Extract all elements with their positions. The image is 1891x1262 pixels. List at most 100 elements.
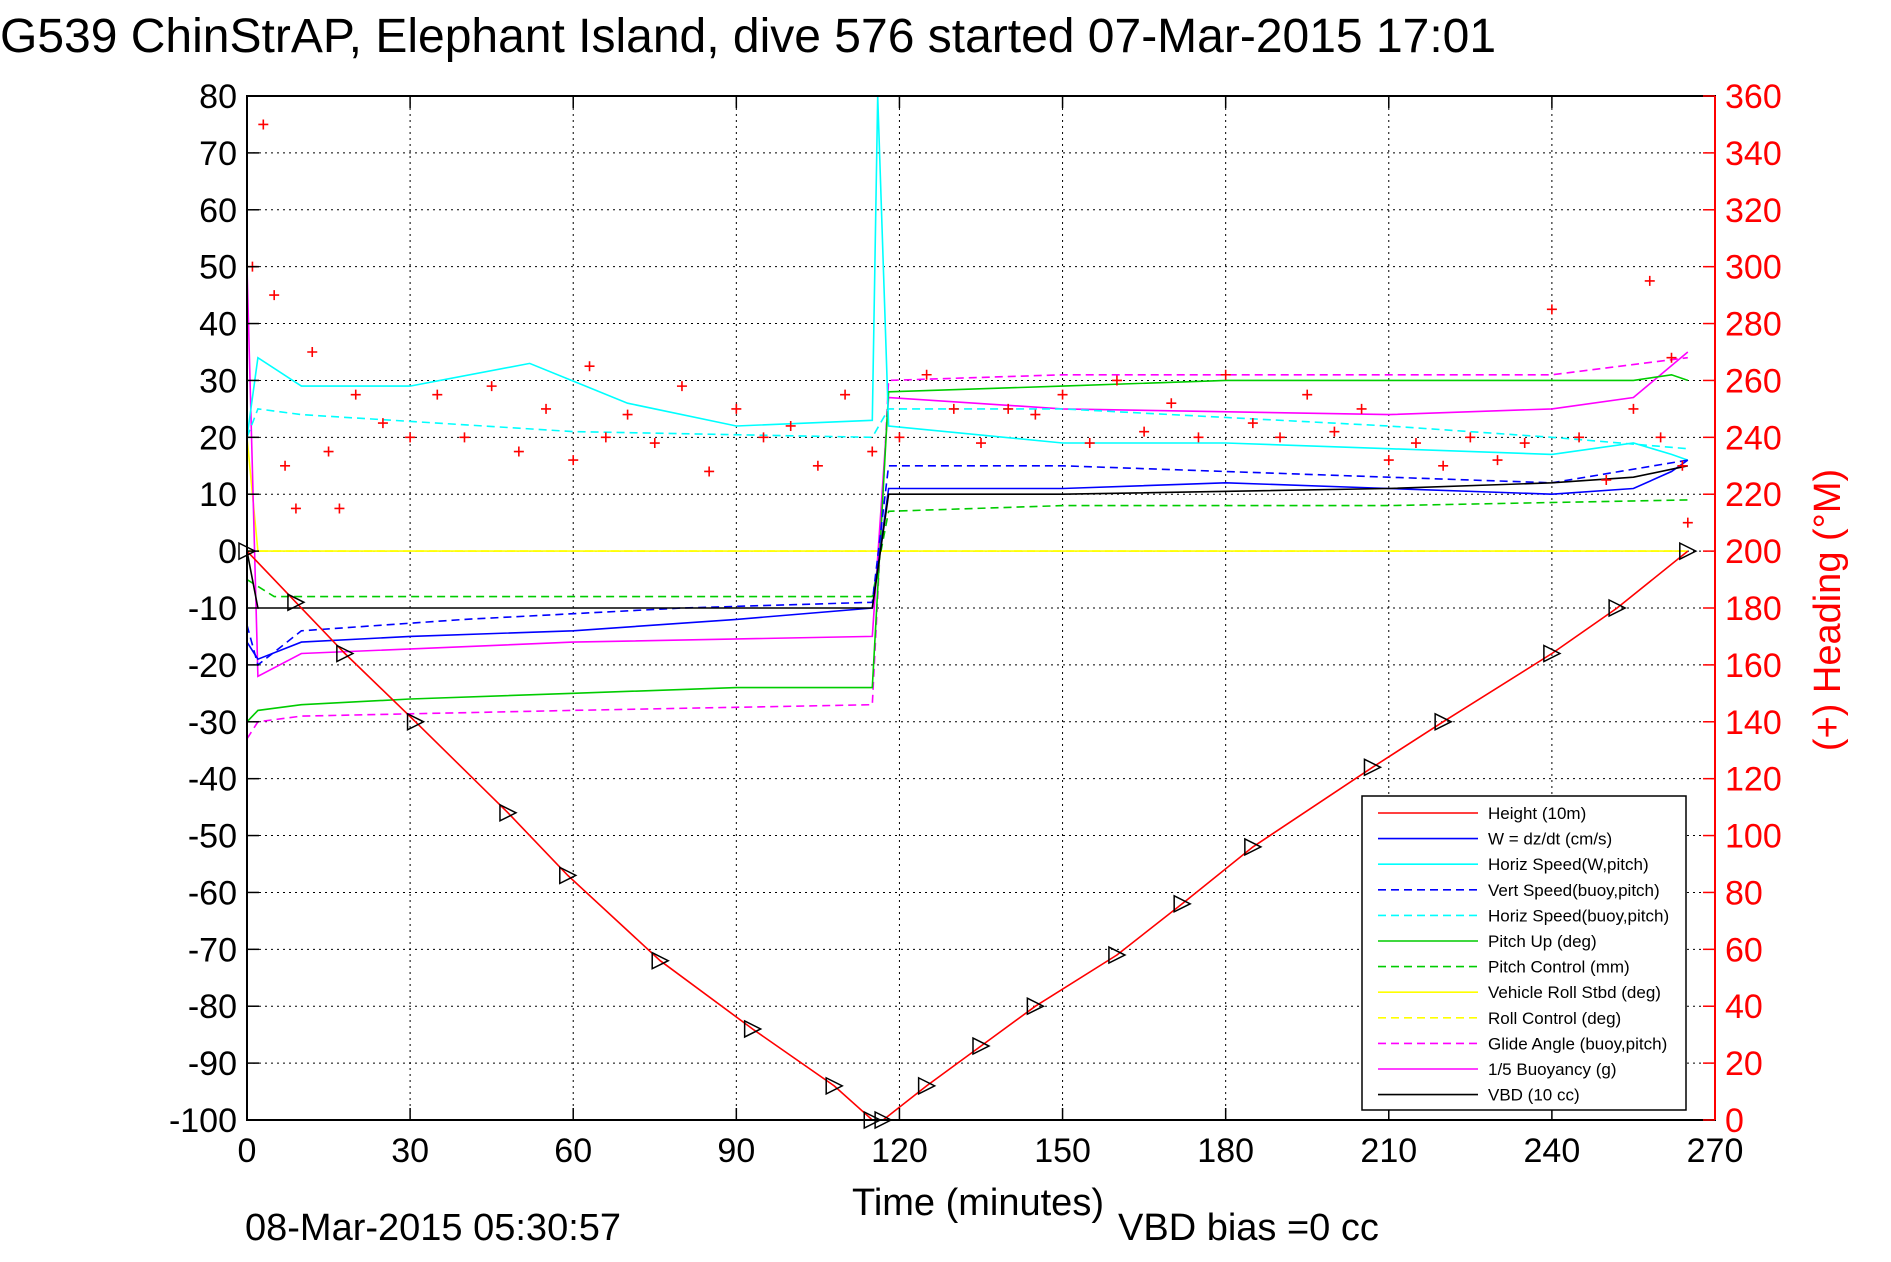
y-tick-label: -20 xyxy=(188,647,237,685)
heading-marker xyxy=(486,381,497,392)
heading-marker xyxy=(921,369,932,380)
x-tick-label: 0 xyxy=(238,1132,257,1170)
y-tick-label: 60 xyxy=(199,192,237,230)
y-right-tick-label: 160 xyxy=(1725,647,1782,685)
heading-marker xyxy=(1644,275,1655,286)
x-axis-ticks: 0 30 60 90 120 150 180 210 240 270 xyxy=(238,96,1743,1170)
triangle-marker xyxy=(743,1019,763,1039)
y-right-tick-label: 200 xyxy=(1725,533,1782,571)
y-tick-label: 70 xyxy=(199,135,237,173)
y-tick-label: 0 xyxy=(218,533,237,571)
y-right-tick-label: 240 xyxy=(1725,419,1782,457)
y-tick-label: -90 xyxy=(188,1045,237,1083)
series-line-1 xyxy=(246,459,1689,661)
series-layer xyxy=(246,95,1689,1121)
legend-label-5: Pitch Up (deg) xyxy=(1488,932,1597,951)
heading-marker xyxy=(1438,460,1449,471)
heading-marker xyxy=(1356,403,1367,414)
series-line-6 xyxy=(246,499,1688,598)
x-tick-label: 210 xyxy=(1360,1132,1417,1170)
heading-marker xyxy=(350,389,361,400)
footer-timestamp: 08-Mar-2015 05:30:57 xyxy=(245,1207,621,1249)
heading-marker xyxy=(432,389,443,400)
x-axis-label: Time (minutes) xyxy=(852,1182,1104,1224)
y-right-tick-label: 40 xyxy=(1725,988,1763,1026)
heading-markers xyxy=(247,119,1693,528)
heading-marker xyxy=(334,503,345,514)
y-right-tick-label: 100 xyxy=(1725,818,1782,856)
heading-marker xyxy=(1302,389,1313,400)
series-line-10 xyxy=(246,266,1689,678)
heading-marker xyxy=(867,446,878,457)
y-axis-ticks: 80 70 60 50 40 30 20 10 0 -10 -20 -30 -40 -50 -60 -70 -8… xyxy=(169,78,259,1140)
heading-marker xyxy=(1383,455,1394,466)
legend-label-1: W = dz/dt (cm/s) xyxy=(1488,830,1612,849)
y-right-tick-label: 120 xyxy=(1725,761,1782,799)
triangle-marker xyxy=(1608,598,1627,618)
triangle-marker xyxy=(651,951,670,970)
y-tick-label: -50 xyxy=(188,818,237,856)
heading-marker xyxy=(307,347,318,357)
y-axis-right-ticks: 3603403203002802602402202001801601401201… xyxy=(1703,78,1782,1140)
series-line-3 xyxy=(246,459,1688,667)
triangle-marker xyxy=(406,712,426,731)
y-axis-right-label: (+) Heading (°M) xyxy=(1807,469,1849,751)
heading-marker xyxy=(622,409,633,420)
y-right-tick-label: 20 xyxy=(1725,1045,1763,1083)
heading-marker xyxy=(1601,475,1612,485)
heading-marker xyxy=(1247,418,1258,429)
heading-marker xyxy=(649,438,660,449)
legend-label-9: Glide Angle (buoy,pitch) xyxy=(1488,1034,1667,1053)
heading-marker xyxy=(1166,398,1177,409)
y-tick-label: -40 xyxy=(188,761,237,799)
y-right-tick-label: 340 xyxy=(1725,135,1782,173)
heading-marker xyxy=(812,460,823,471)
y-right-tick-label: 80 xyxy=(1725,874,1763,912)
series-line-2 xyxy=(246,95,1689,461)
y-tick-label: 20 xyxy=(199,419,237,457)
heading-marker xyxy=(894,432,905,443)
heading-marker xyxy=(840,389,851,400)
y-right-tick-label: 320 xyxy=(1725,192,1782,230)
legend-label-11: VBD (10 cc) xyxy=(1488,1086,1580,1105)
heading-marker xyxy=(976,438,986,449)
y-right-tick-label: 140 xyxy=(1725,704,1782,742)
heading-marker xyxy=(1111,375,1122,386)
y-tick-label: 40 xyxy=(199,306,237,344)
heading-marker xyxy=(1465,432,1476,443)
triangle-marker xyxy=(1173,894,1192,914)
y-tick-label: -30 xyxy=(188,704,237,742)
heading-marker xyxy=(1677,460,1688,471)
heading-marker xyxy=(704,466,715,477)
y-tick-label: 30 xyxy=(199,362,237,400)
x-tick-label: 30 xyxy=(391,1132,429,1170)
heading-marker xyxy=(323,446,334,457)
triangle-marker xyxy=(336,644,355,663)
heading-marker xyxy=(1546,304,1557,315)
y-tick-label: 50 xyxy=(199,249,237,287)
legend-label-2: Horiz Speed(W,pitch) xyxy=(1488,855,1649,874)
heading-marker xyxy=(1329,426,1340,437)
y-tick-label: 10 xyxy=(199,476,237,514)
y-tick-label: 80 xyxy=(199,78,237,116)
heading-marker xyxy=(1574,432,1585,443)
triangle-marker xyxy=(1434,712,1453,731)
triangle-marker xyxy=(1244,837,1263,857)
chart-title: G539 ChinStrAP, Elephant Island, dive 57… xyxy=(0,10,1496,63)
legend: Height (10m) W = dz/dt (cm/s) Horiz Speed(… xyxy=(1361,795,1687,1111)
heading-marker xyxy=(513,446,524,457)
legend-label-10: 1/5 Buoyancy (g) xyxy=(1488,1060,1617,1079)
heading-marker xyxy=(1139,426,1150,437)
heading-marker xyxy=(758,432,769,443)
triangle-marker xyxy=(1543,644,1562,663)
triangle-marker xyxy=(1108,945,1127,965)
legend-label-8: Roll Control (deg) xyxy=(1488,1009,1621,1028)
x-tick-label: 150 xyxy=(1034,1132,1091,1170)
triangle-marker xyxy=(825,1076,844,1096)
heading-marker xyxy=(1682,517,1693,528)
heading-marker xyxy=(377,418,388,429)
x-tick-label: 180 xyxy=(1197,1132,1254,1170)
x-tick-label: 120 xyxy=(871,1132,928,1170)
y-right-tick-label: 0 xyxy=(1725,1102,1744,1140)
x-tick-label: 90 xyxy=(717,1132,755,1170)
